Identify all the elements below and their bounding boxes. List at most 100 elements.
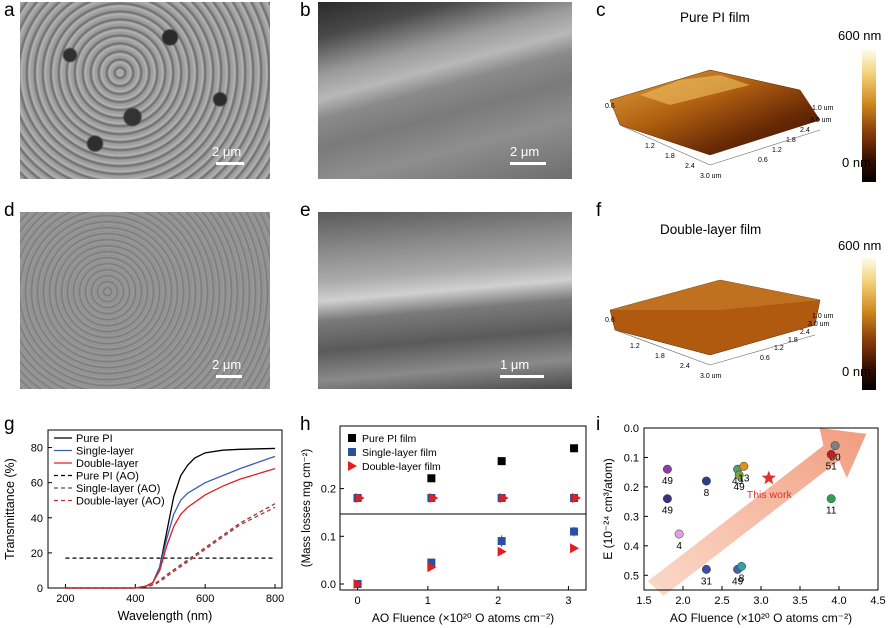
g-legend-label-3: Pure PI (AO) — [76, 471, 139, 483]
g-ytick-label-0: 0 — [37, 583, 43, 595]
g-legend-label-1: Single-layer — [76, 446, 134, 458]
i-xtick-label-2: 2.5 — [714, 595, 729, 607]
afm-c-tick-2: 1.8 — [665, 153, 675, 160]
g-ylabel: Transmittance (%) — [3, 458, 17, 560]
g-legend-label-0: Pure PI — [76, 433, 113, 445]
g-xtick-label-2: 600 — [196, 593, 214, 605]
h-ylabel: (Mass losses mg cm⁻²) — [301, 449, 313, 568]
chart-g: 200 400 600 800 0 20 40 60 80 Wavelength (nm) Tran… — [3, 429, 284, 623]
panel-label-g: g — [4, 414, 15, 435]
i-point-3 — [701, 476, 711, 486]
i-point-12 — [826, 494, 836, 504]
h-xlabel: AO Fluence (×10²⁰ O atoms cm⁻²) — [372, 611, 554, 625]
afm-c-tick-6: 1.2 — [772, 147, 782, 154]
i-ytick-label-1: 0.1 — [624, 452, 639, 464]
i-xtick-label-6: 4.5 — [870, 595, 885, 607]
afm-c-colorbar — [862, 50, 876, 182]
afm-f-cbar-max: 600 nm — [838, 238, 882, 253]
h-legend-marker-2 — [348, 461, 357, 471]
sem-image-a: 2 μm — [20, 2, 270, 179]
afm-c-tick-3: 2.4 — [685, 163, 695, 170]
h-point-0-3 — [570, 444, 579, 453]
panel-label-b: b — [300, 0, 311, 21]
i-xlabel: AO Fluence (×10²⁰ O atoms cm⁻²) — [670, 611, 852, 625]
afm-f-tick-1: 1.2 — [630, 343, 640, 350]
i-xtick-label-0: 1.5 — [636, 595, 651, 607]
h-point-top-2-1 — [429, 493, 439, 503]
panel-label-c: c — [596, 0, 606, 21]
i-point-label-5: 49 — [732, 476, 744, 487]
i-ytick-label-5: 0.5 — [624, 570, 639, 582]
h-legend-label-1: Single-layer film — [362, 447, 437, 459]
i-ytick-label-4: 0.4 — [624, 541, 639, 553]
afm-c-tick-1: 1.2 — [645, 143, 655, 150]
i-point-9 — [737, 561, 746, 571]
afm-c-tick-10: 1.0 um — [812, 105, 834, 112]
i-point-label-7: 13 — [738, 473, 750, 484]
h-plot-frame — [339, 425, 587, 591]
h-point-2-3 — [570, 543, 580, 554]
h-point-1-1 — [427, 558, 436, 567]
i-point-0 — [662, 464, 672, 474]
afm-c-tick-0: 0.6 — [605, 103, 615, 110]
h-point-top-2-2 — [499, 493, 509, 503]
g-legend-label-5: Double-layer (AO) — [76, 496, 165, 508]
afm-f-tick-2: 1.8 — [655, 353, 665, 360]
panel-label-a: a — [4, 0, 15, 21]
afm-f-colorbar — [862, 258, 876, 390]
h-xtick-label-0: 0 — [355, 595, 361, 607]
i-point-label-9: 8 — [739, 573, 745, 584]
i-point-4 — [701, 564, 711, 574]
i-point-label-12: 11 — [826, 506, 837, 517]
afm-surface-f: 0.6 1.2 1.8 2.4 3.0 um 0.6 1.2 1.8 2.4 3… — [605, 279, 834, 380]
panel-label-d: d — [4, 200, 15, 221]
afm-f-tick-6: 1.2 — [774, 345, 784, 352]
i-point-11 — [826, 450, 836, 459]
h-point-top-2-0 — [355, 493, 365, 503]
i-point-label-8: 49 — [732, 576, 744, 587]
i-point-label-3: 8 — [704, 488, 710, 499]
afm-title-f: Double-layer film — [660, 222, 762, 237]
h-xtick-label-3: 3 — [565, 595, 571, 607]
i-xtick-label-1: 2.0 — [675, 595, 690, 607]
g-legend-label-4: Single-layer (AO) — [76, 483, 160, 495]
h-legend-label-2: Double-layer film — [362, 461, 441, 473]
i-point-label-1: 49 — [662, 506, 674, 517]
i-ytick-label-0: 0.0 — [624, 423, 639, 435]
afm-f-tick-8: 2.4 — [800, 329, 810, 336]
i-point-label-6: 49 — [734, 482, 746, 493]
g-plot-frame — [47, 429, 283, 589]
afm-c-tick-9: 3.0 um — [810, 117, 832, 124]
afm-f-tick-7: 1.8 — [788, 337, 798, 344]
g-xtick-label-1: 400 — [126, 593, 144, 605]
g-xtick-label-0: 200 — [56, 593, 74, 605]
h-ytick-label-2: 0.2 — [321, 484, 336, 496]
panel-label-f: f — [596, 200, 602, 221]
h-point-top-2-3 — [572, 493, 582, 503]
h-legend-marker-0 — [348, 434, 356, 442]
i-point-6 — [734, 470, 744, 480]
h-point-0-2 — [497, 457, 506, 466]
g-xlabel: Wavelength (nm) — [118, 609, 213, 623]
afm-surface-c: 0.6 1.2 1.8 2.4 3.0 um 0.6 1.2 1.8 2.4 3… — [605, 69, 834, 180]
chart-h: 0 1 2 3 0.0 0.1 0.2 AO Fluence (×10²⁰ O atoms c… — [301, 425, 587, 625]
h-point-2-2 — [497, 546, 507, 557]
afm-title-c: Pure PI film — [680, 10, 750, 25]
i-point-label-2: 4 — [676, 541, 682, 552]
afm-c-tick-8: 2.4 — [800, 127, 810, 134]
i-point-1 — [662, 494, 672, 504]
panel-label-i: i — [596, 414, 601, 435]
afm-f-tick-10: 1.0 um — [812, 313, 834, 320]
afm-f-tick-0: 0.6 — [605, 317, 615, 324]
sem-image-b: 2 μm — [318, 2, 572, 179]
h-legend-label-0: Pure PI film — [362, 433, 417, 445]
i-annotation: This work — [747, 489, 793, 501]
i-point-label-11: 51 — [826, 462, 838, 473]
g-ytick-label-1: 20 — [31, 548, 43, 560]
i-ytick-label-2: 0.2 — [624, 482, 639, 494]
g-legend-label-2: Double-layer — [76, 458, 139, 470]
i-point-10 — [830, 441, 840, 451]
panel-label-e: e — [300, 200, 311, 221]
h-ytick-label-0: 0.0 — [321, 579, 336, 591]
h-point-0-1 — [427, 474, 436, 483]
